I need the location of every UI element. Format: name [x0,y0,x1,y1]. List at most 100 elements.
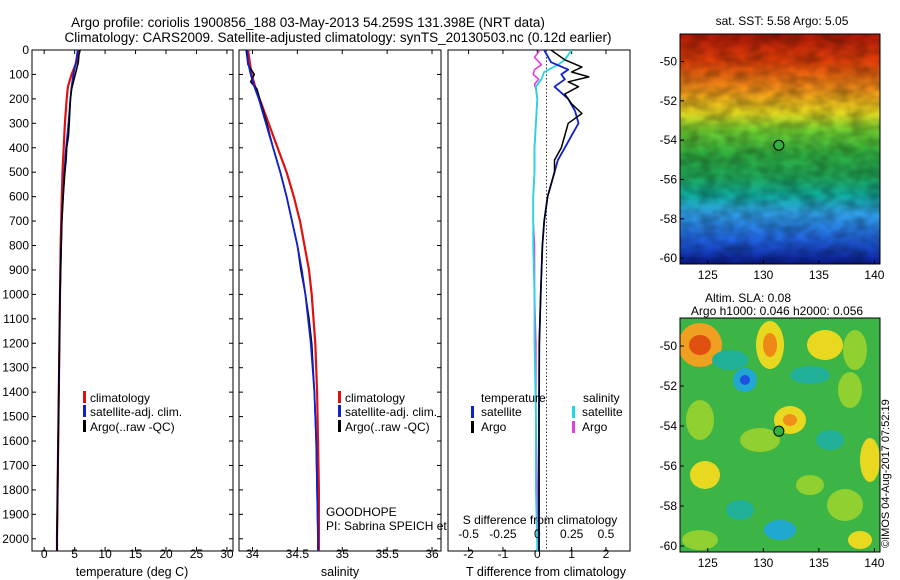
y-tick-label: 1900 [2,507,29,521]
sst-map-frame [679,33,881,265]
y-tick-label: 1200 [2,336,29,350]
legend-label-satellite: satellite-adj. clim. [345,405,437,419]
map-x-tick-label: 135 [809,268,829,282]
y-tick-label: 700 [9,214,29,228]
x-tick-label: 5 [71,547,78,561]
legend-swatch-t-satellite [471,406,474,418]
sst-map-ticks: 125 130 135 140 -50 -52 -54 -56 -58 -60 [660,55,885,282]
difference-panel: -2 -1 0 1 2 T difference from climatology S … [447,49,631,579]
x-tick-label: 2 [603,547,610,561]
x-tick-label: 34.5 [286,547,310,561]
map-y-tick-label: -54 [660,419,678,433]
argo-position-marker [773,425,785,437]
map-y-tick-label: -50 [660,339,678,353]
y-tick-label: 100 [9,67,29,81]
x-tick-label: 30 [220,547,234,561]
x-tick-label: 25 [190,547,204,561]
y-tick-label: 1700 [2,458,29,472]
s-tick-label: 0.25 [560,527,584,541]
legend-header-temperature: temperature [481,391,546,405]
legend-label-climatology: climatology [345,391,405,405]
x-tick-label: 20 [159,547,173,561]
legend-label-argo: Argo(..raw -QC) [90,420,175,434]
x-tick-label: 1 [568,547,575,561]
map-y-tick-label: -54 [660,133,678,147]
salinity-axis-ticks: 34 34.5 35 35.5 36 [246,50,439,561]
x-tick-label: 35.5 [375,547,399,561]
map-y-tick-label: -60 [660,539,678,553]
legend-label-t-satellite: satellite [481,405,522,419]
legend-label-s-argo: Argo [582,420,608,434]
temperature-plot-frame [31,49,234,552]
salinity-profiles [245,50,320,551]
map-y-tick-label: -60 [660,251,678,265]
salinity-difference-ticks: -0.5 -0.25 0 0.25 0.5 [458,527,614,541]
y-tick-label: 0 [22,43,29,57]
map-x-tick-label: 140 [864,556,884,570]
map-x-tick-label: 130 [753,556,773,570]
x-tick-label: 0 [534,547,541,561]
sla-map-title-line1: Altim. SLA: 0.08 [705,291,791,305]
y-tick-label: 1100 [3,312,29,326]
legend-swatch-s-satellite [572,406,575,418]
sla-map-ticks: 125 130 135 140 -50 -52 -54 -56 -58 -60 [660,339,885,570]
temperature-axis-ticks: 0 5 10 15 20 25 30 [41,50,234,561]
map-y-tick-label: -52 [660,379,678,393]
y-tick-label: 1300 [2,361,29,375]
map-y-tick-label: -52 [660,94,678,108]
legend-header-salinity: salinity [583,391,620,405]
y-tick-label: 500 [9,165,29,179]
y-tick-label: 1800 [2,483,29,497]
legend-swatch-climatology [83,391,86,403]
legend-swatch-t-argo [471,421,474,433]
y-tick-label: 300 [9,116,29,130]
temperature-xlabel: temperature (deg C) [76,565,189,579]
difference-legend: temperature salinity satellite Argo sate… [471,391,623,434]
x-tick-label: 10 [98,547,112,561]
t-difference-xlabel: T difference from climatology [466,565,627,579]
y-tick-label: 1600 [2,434,29,448]
legend-swatch-argo [338,420,341,432]
map-x-tick-label: 130 [753,268,773,282]
y-tick-label: 1500 [2,410,29,424]
y-tick-label: 2000 [2,532,29,546]
legend-swatch-satellite [83,405,86,417]
sla-map: Altim. SLA: 0.08 Argo h1000: 0.046 h2000… [660,291,885,570]
series-salinity-satellite [532,50,573,551]
x-tick-label: 15 [129,547,143,561]
legend-swatch-argo [83,420,86,432]
series-argo [56,50,81,551]
figure-title-line1: Argo profile: coriolis 1900856_188 03-Ma… [71,15,545,30]
map-y-tick-label: -56 [660,172,678,186]
sst-map: sat. SST: 5.58 Argo: 5.05 125 130 135 140 -5… [660,14,885,282]
y-tick-label: 1400 [2,385,29,399]
x-tick-label: -2 [463,547,474,561]
sst-map-title: sat. SST: 5.58 Argo: 5.05 [716,14,849,28]
x-tick-label: 35 [336,547,350,561]
legend-label-satellite: satellite-adj. clim. [90,405,182,419]
series-temperature-argo [538,50,590,551]
legend-label-climatology: climatology [90,391,150,405]
map-x-tick-label: 125 [698,268,718,282]
depth-axis-ticks: 0 100 200 300 400 500 600 700 800 900 1000 1100 1200… [2,43,233,546]
salinity-xlabel: salinity [321,565,360,579]
salinity-legend: climatology satellite-adj. clim. Argo(..… [338,391,437,434]
temperature-profiles [55,50,81,551]
s-tick-label: 0 [534,527,541,541]
s-tick-label: -0.5 [458,527,479,541]
x-tick-label: 0 [41,547,48,561]
figure-title-line2: Climatology: CARS2009. Satellite-adjuste… [64,30,611,45]
legend-swatch-s-argo [572,421,575,433]
sla-map-frame [679,317,881,553]
temperature-panel: 0100200300400500600700800900100011001200… [2,43,234,579]
x-tick-label: 34 [246,547,260,561]
s-tick-label: 0.5 [598,527,615,541]
series-satellite-adj [246,50,319,551]
map-x-tick-label: 135 [809,556,829,570]
temperature-legend: climatology satellite-adj. clim. Argo(..… [83,391,182,434]
y-tick-label: 1000 [2,287,29,301]
legend-label-argo: Argo(..raw -QC) [345,420,430,434]
y-tick-label: 200 [9,92,29,106]
legend-label-s-satellite: satellite [582,405,623,419]
